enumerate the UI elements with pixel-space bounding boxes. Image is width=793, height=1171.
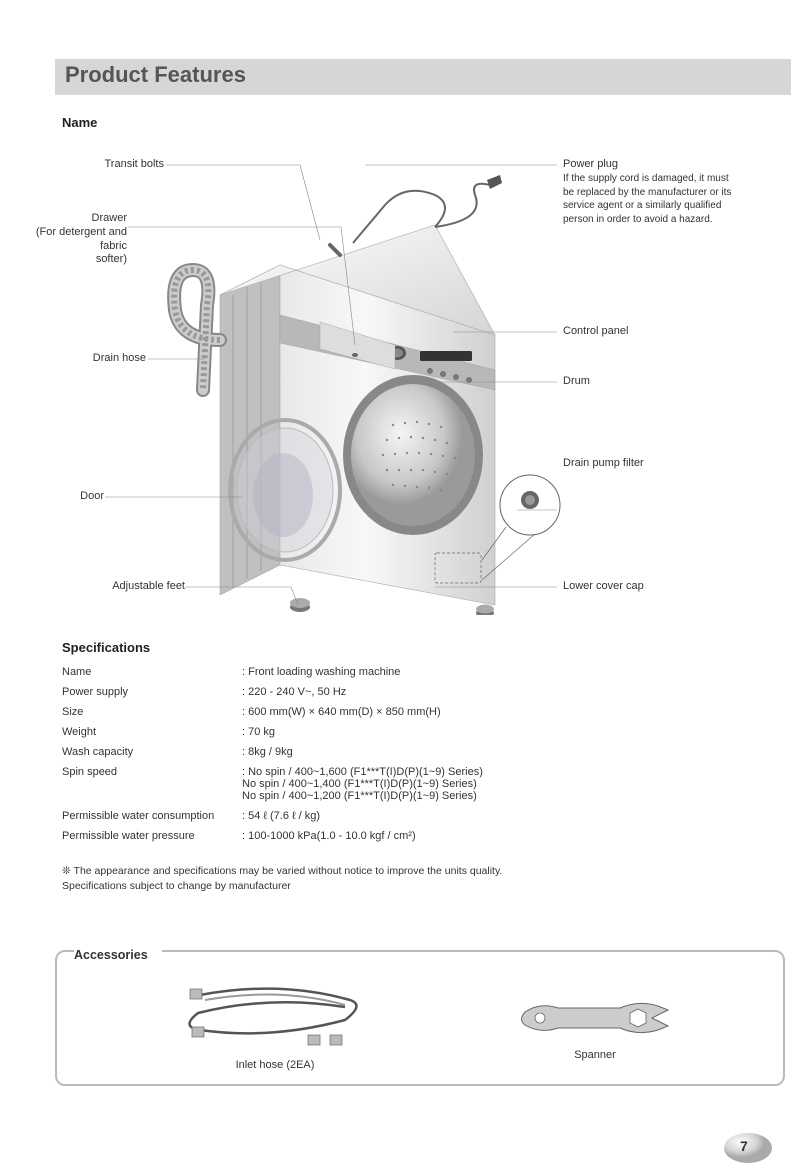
callout-adjustable-feet: Adjustable feet <box>60 580 185 594</box>
accessory-inlet-hose: Inlet hose (2EA) <box>150 975 400 1071</box>
spec-power-value: : 220 - 240 V~, 50 Hz <box>242 682 732 702</box>
spec-spin-value: : No spin / 400~1,600 (F1***T(I)D(P)(1~9… <box>242 762 732 806</box>
page-bubble-icon <box>720 1130 776 1166</box>
inlet-hose-icon <box>170 975 380 1055</box>
callout-power-plug: Power plug If the supply cord is damaged… <box>563 158 733 227</box>
spec-water-press-label: Permissible water pressure <box>62 826 242 846</box>
spec-name-label: Name <box>62 662 242 682</box>
callout-lower-cover-cap: Lower cover cap <box>563 580 644 594</box>
spec-weight-value: : 70 kg <box>242 722 732 742</box>
section-title-specifications: Specifications <box>62 640 150 655</box>
spec-size-label: Size <box>62 702 242 722</box>
spec-size-value: : 600 mm(W) × 640 mm(D) × 850 mm(H) <box>242 702 732 722</box>
spec-spin-label: Spin speed <box>62 762 242 806</box>
callout-power-plug-note: If the supply cord is damaged, it must b… <box>563 173 731 225</box>
accessory-spanner-label: Spanner <box>480 1049 710 1061</box>
spec-water-cons-value: : 54 ℓ (7.6 ℓ / kg) <box>242 806 732 826</box>
callout-drain-hose: Drain hose <box>60 352 146 366</box>
spec-row-water-cons: Permissible water consumption : 54 ℓ (7.… <box>62 806 732 826</box>
spec-row-weight: Weight : 70 kg <box>62 722 732 742</box>
spec-row-spin: Spin speed : No spin / 400~1,600 (F1***T… <box>62 762 732 806</box>
spec-row-power: Power supply : 220 - 240 V~, 50 Hz <box>62 682 732 702</box>
spec-row-size: Size : 600 mm(W) × 640 mm(D) × 850 mm(H) <box>62 702 732 722</box>
callout-control-panel: Control panel <box>563 325 628 339</box>
specs-note-text: The appearance and specifications may be… <box>62 865 502 892</box>
callout-drawer: Drawer (For detergent and fabric softer) <box>15 212 127 267</box>
callout-power-plug-label: Power plug <box>563 158 618 170</box>
spec-wash-cap-value: : 8kg / 9kg <box>242 742 732 762</box>
spanner-icon <box>510 990 680 1045</box>
page-number: 7 <box>740 1138 748 1154</box>
diagram-area: Transit bolts Power plug If the supply c… <box>55 135 735 625</box>
spec-row-wash-cap: Wash capacity : 8kg / 9kg <box>62 742 732 762</box>
spec-weight-label: Weight <box>62 722 242 742</box>
callout-transit-bolts: Transit bolts <box>60 158 164 172</box>
specs-asterisk: ❊ <box>62 865 71 877</box>
specs-area: Name : Front loading washing machine Pow… <box>62 662 742 893</box>
accessory-inlet-hose-label: Inlet hose (2EA) <box>150 1059 400 1071</box>
spec-row-name: Name : Front loading washing machine <box>62 662 732 682</box>
callout-door: Door <box>60 490 104 504</box>
spec-name-value: : Front loading washing machine <box>242 662 732 682</box>
accessory-spanner: Spanner <box>480 990 710 1061</box>
callout-drum: Drum <box>563 375 590 389</box>
spec-wash-cap-label: Wash capacity <box>62 742 242 762</box>
section-title-name: Name <box>62 115 97 130</box>
spec-water-cons-label: Permissible water consumption <box>62 806 242 826</box>
spec-water-press-value: : 100-1000 kPa(1.0 - 10.0 kgf / cm²) <box>242 826 732 846</box>
specs-table: Name : Front loading washing machine Pow… <box>62 662 732 846</box>
section-title-accessories: Accessories <box>74 948 162 962</box>
callout-pump-filter: Drain pump filter <box>563 457 644 471</box>
spec-row-water-press: Permissible water pressure : 100-1000 kP… <box>62 826 732 846</box>
spec-power-label: Power supply <box>62 682 242 702</box>
page-title: Product Features <box>65 62 246 88</box>
specs-note: ❊ The appearance and specifications may … <box>62 864 742 893</box>
